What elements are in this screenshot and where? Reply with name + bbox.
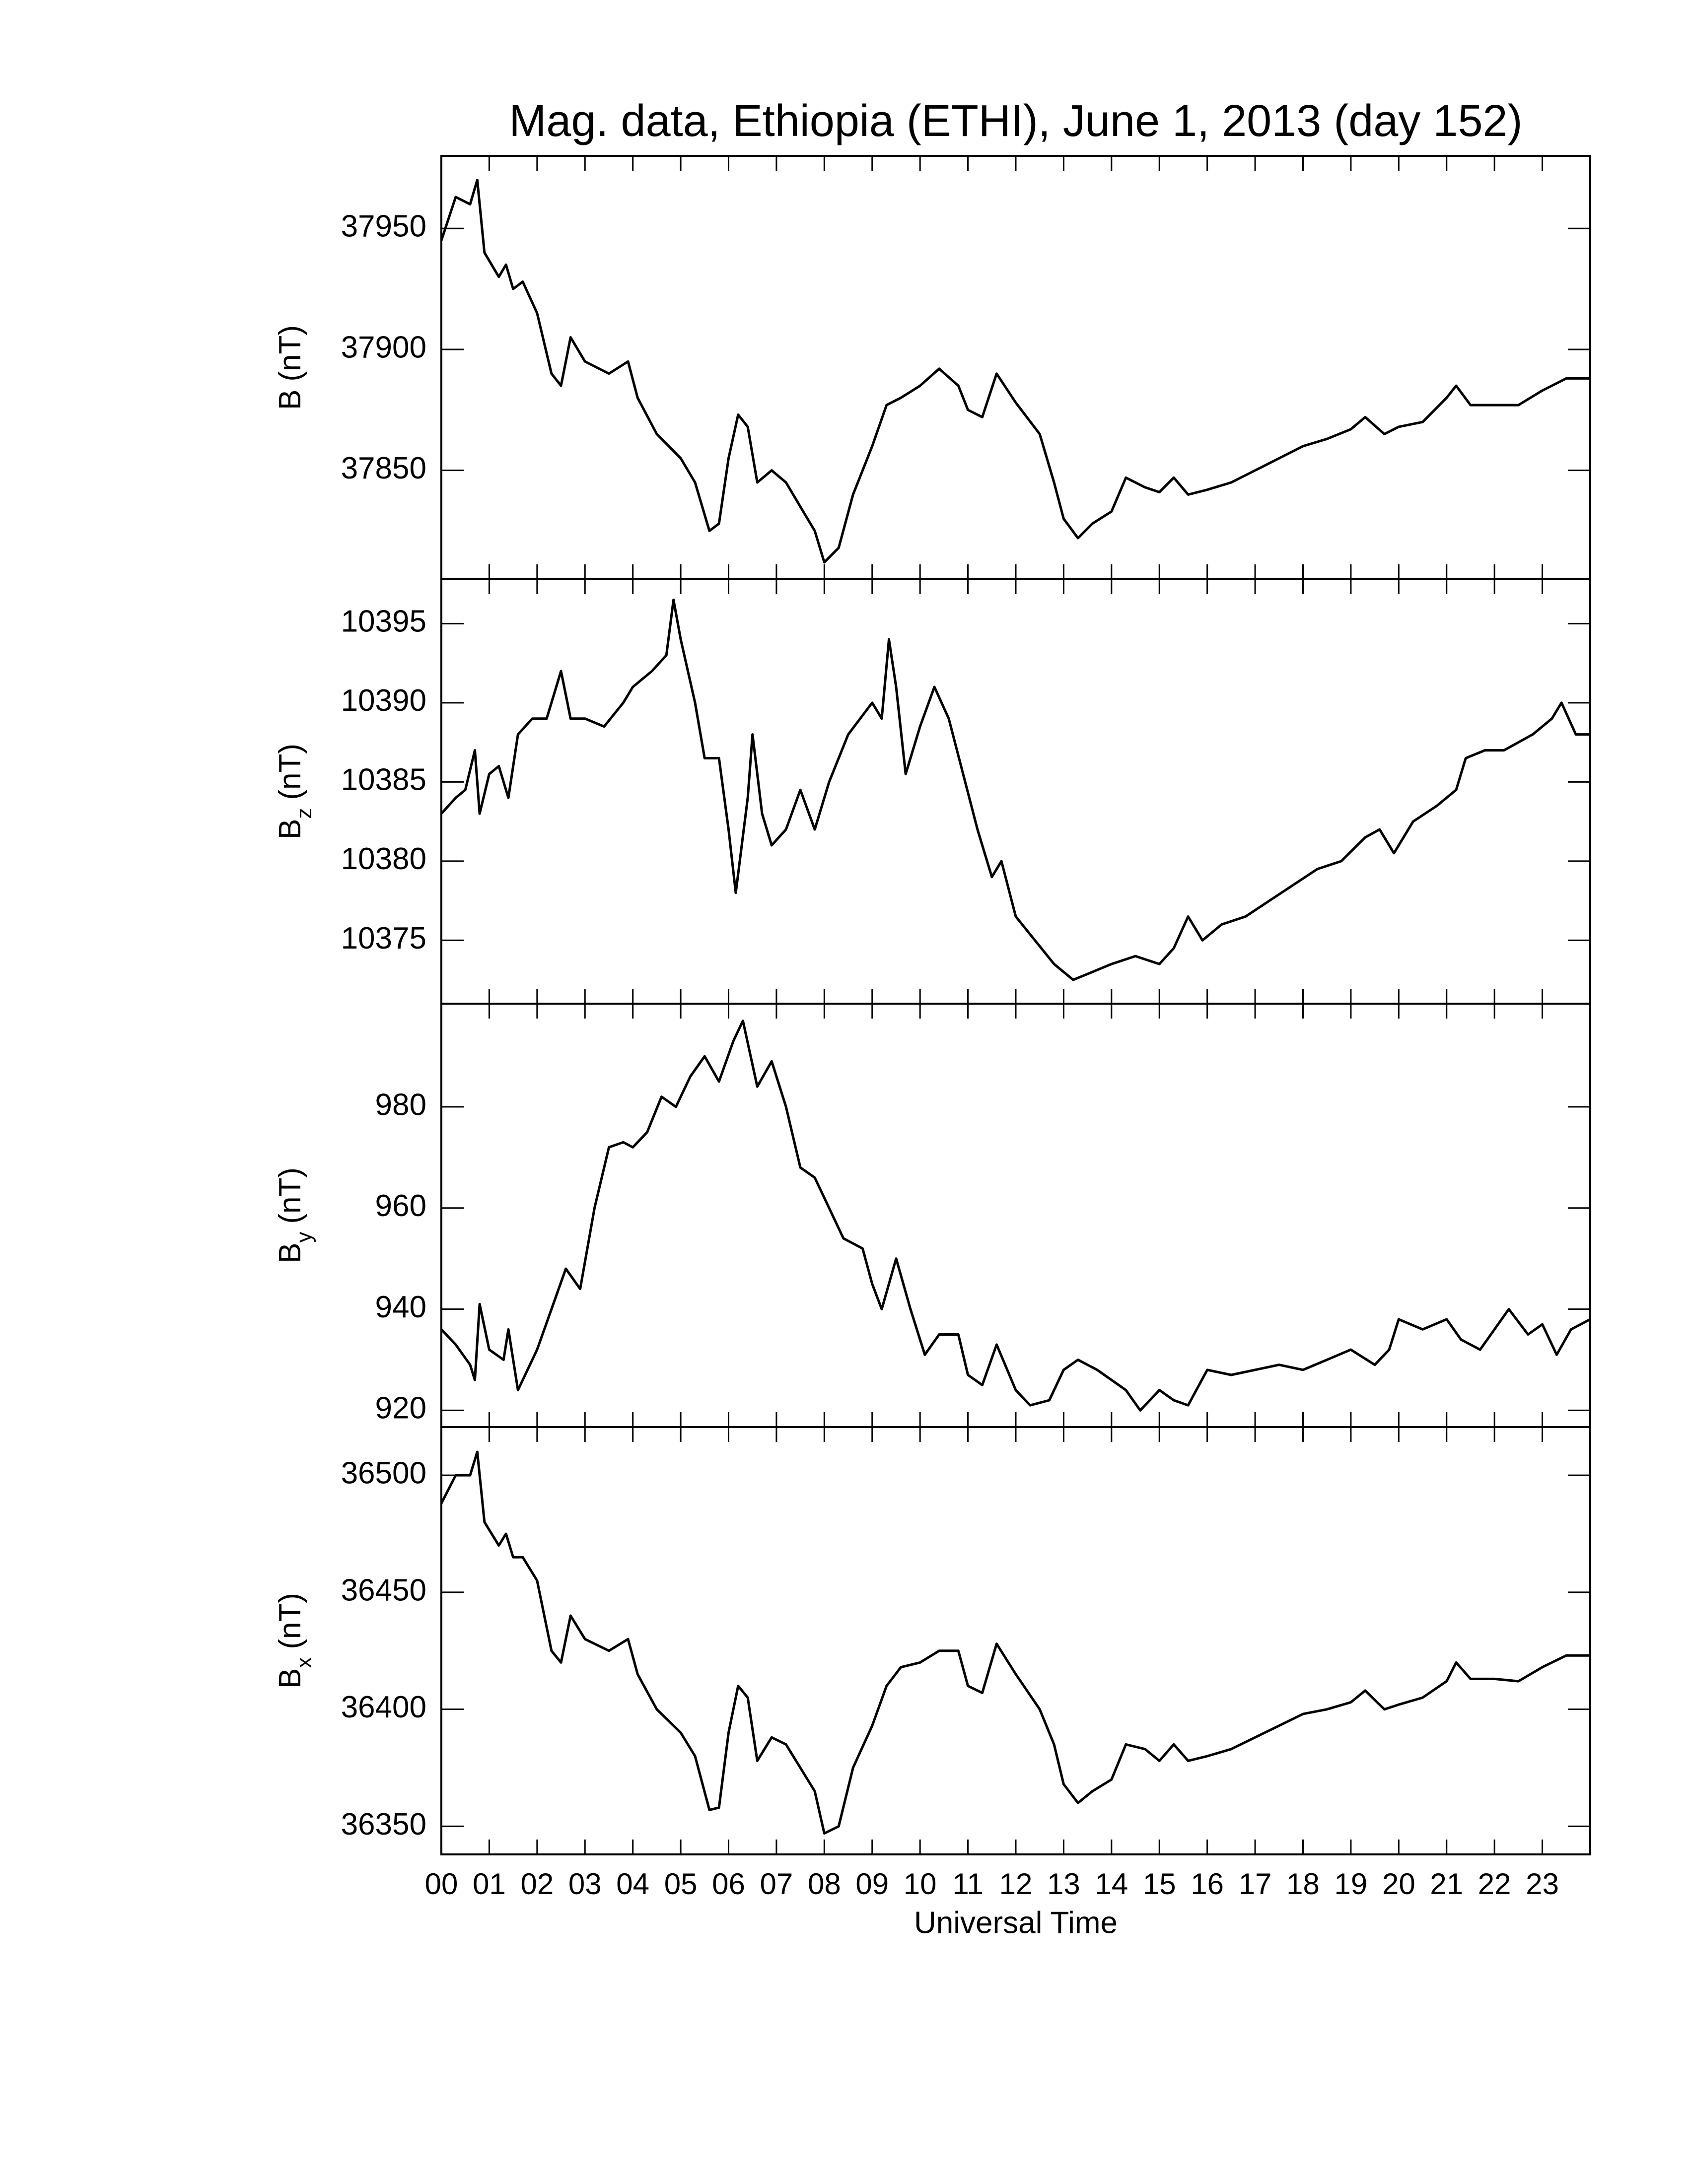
x-tick-label: 17	[1239, 1867, 1272, 1901]
data-line	[440, 599, 1590, 981]
x-tick-label: 06	[712, 1867, 745, 1901]
y-label-sub: y	[292, 1232, 316, 1243]
y-tick-label: 960	[375, 1189, 426, 1223]
chart-title: Mag. data, Ethiopia (ETHI), June 1, 2013…	[509, 96, 1522, 146]
y-label-base: B	[273, 1243, 307, 1263]
x-tick-label: 02	[520, 1867, 554, 1901]
y-axis-label: Bz (nT)	[273, 744, 316, 839]
y-tick-label: 36350	[341, 1807, 426, 1842]
y-tick-label: 980	[375, 1088, 426, 1122]
y-tick-label: 10385	[341, 763, 426, 797]
x-tick-label: 04	[616, 1867, 649, 1901]
x-tick-label: 03	[568, 1867, 602, 1901]
y-label-unit: (nT)	[273, 1593, 307, 1649]
x-tick-label: 21	[1430, 1867, 1463, 1901]
y-tick-label: 37950	[341, 209, 426, 244]
y-tick-label: 940	[375, 1290, 426, 1324]
y-label-unit: (nT)	[273, 325, 307, 382]
y-tick-label: 10375	[341, 921, 426, 956]
data-line	[440, 1450, 1590, 1835]
y-label-sub: x	[292, 1657, 316, 1668]
x-tick-label: 19	[1335, 1867, 1368, 1901]
y-tick-label: 36450	[341, 1573, 426, 1607]
y-tick-label: 10395	[341, 605, 426, 639]
x-tick-label: 12	[999, 1867, 1033, 1901]
y-label-base: B	[273, 1668, 307, 1689]
y-label-unit: (nT)	[273, 744, 307, 800]
y-label-base: B	[273, 390, 307, 410]
y-tick-label: 920	[375, 1391, 426, 1426]
y-label-unit: (nT)	[273, 1167, 307, 1224]
y-tick-label: 10390	[341, 683, 426, 718]
x-axis-label: Universal Time	[914, 1906, 1118, 1940]
data-line	[440, 1020, 1591, 1412]
x-tick-label: 18	[1286, 1867, 1320, 1901]
y-axis-label: By (nT)	[273, 1167, 316, 1263]
y-axis-label: B (nT)	[273, 325, 307, 410]
x-tick-label: 11	[952, 1867, 983, 1901]
y-tick-label: 36500	[341, 1456, 426, 1491]
y-label-base: B	[273, 819, 307, 839]
x-tick-label: 00	[425, 1867, 458, 1901]
data-line	[440, 179, 1590, 564]
y-tick-label: 37850	[341, 451, 426, 485]
x-tick-label: 22	[1478, 1867, 1511, 1901]
x-tick-label: 23	[1526, 1867, 1559, 1901]
x-tick-label: 01	[473, 1867, 506, 1901]
y-tick-label: 10380	[341, 842, 426, 876]
y-label-sub: z	[292, 808, 316, 819]
x-tick-label: 09	[855, 1867, 889, 1901]
x-tick-label: 10	[904, 1867, 937, 1901]
x-tick-label: 15	[1143, 1867, 1176, 1901]
y-tick-label: 37900	[341, 330, 426, 364]
x-tick-label: 14	[1095, 1867, 1128, 1901]
x-tick-label: 07	[760, 1867, 793, 1901]
x-tick-label: 08	[808, 1867, 841, 1901]
x-tick-label: 05	[664, 1867, 698, 1901]
x-tick-label: 13	[1047, 1867, 1080, 1901]
y-tick-label: 36400	[341, 1690, 426, 1724]
y-axis-label: Bx (nT)	[273, 1593, 316, 1689]
x-tick-label: 16	[1191, 1867, 1224, 1901]
x-tick-label: 20	[1382, 1867, 1415, 1901]
